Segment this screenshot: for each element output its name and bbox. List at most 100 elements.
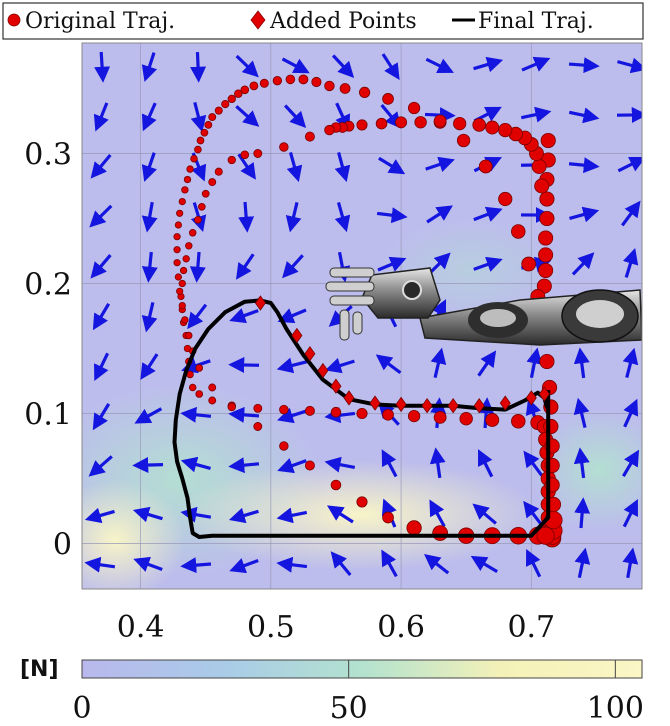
- x-tick-label: 0.6: [377, 610, 425, 645]
- field-arrow: [574, 497, 591, 529]
- original-traj-point: [324, 80, 335, 92]
- field-arrow: [523, 450, 544, 477]
- original-traj-point: [221, 100, 230, 109]
- original-traj-point: [214, 167, 223, 176]
- original-traj-point: [200, 128, 209, 137]
- original-traj-point: [201, 189, 210, 198]
- field-arrow: [381, 549, 398, 578]
- original-traj-point: [498, 191, 513, 207]
- original-traj-point: [279, 404, 289, 415]
- field-arrow: [92, 403, 111, 431]
- original-traj-point: [285, 74, 296, 85]
- original-traj-point: [382, 93, 394, 105]
- original-traj-point: [414, 116, 427, 129]
- field-arrow: [622, 499, 638, 528]
- original-traj-point: [330, 406, 342, 418]
- added-point: [499, 395, 511, 411]
- field-arrow: [473, 256, 503, 272]
- original-traj-point: [539, 210, 555, 227]
- field-arrow: [568, 107, 600, 124]
- original-traj-point: [188, 229, 197, 237]
- field-arrow: [523, 500, 544, 527]
- field-arrow: [228, 406, 260, 423]
- original-traj-point: [539, 191, 555, 207]
- added-point: [291, 327, 303, 344]
- field-arrow: [381, 53, 400, 80]
- original-traj-point: [324, 124, 335, 136]
- added-point: [538, 386, 550, 402]
- final-traj-line: [172, 298, 551, 539]
- original-traj-point: [208, 383, 217, 392]
- original-traj-point: [196, 136, 205, 145]
- field-arrow: [276, 357, 307, 374]
- original-traj-point: [227, 94, 236, 104]
- original-traj-point: [498, 123, 513, 138]
- original-traj-point: [179, 266, 188, 275]
- original-traj-point: [182, 255, 190, 263]
- field-arrow: [430, 347, 447, 379]
- field-arrow: [93, 102, 109, 132]
- original-traj-point: [185, 242, 193, 250]
- field-arrow: [622, 547, 639, 579]
- field-arrow: [381, 449, 398, 478]
- original-traj-point: [181, 186, 189, 194]
- field-arrow: [617, 57, 642, 74]
- field-arrow: [472, 503, 497, 525]
- added-point: [343, 390, 355, 406]
- original-traj-point: [253, 422, 263, 431]
- field-arrow: [334, 152, 351, 183]
- field-arrow: [180, 406, 212, 423]
- original-traj-point: [472, 118, 487, 132]
- field-arrow: [617, 157, 642, 173]
- original-traj-point: [208, 178, 217, 187]
- field-arrow: [141, 301, 158, 333]
- field-arrow: [180, 456, 211, 473]
- field-heat-region: [180, 460, 540, 570]
- original-traj-point: [538, 230, 554, 246]
- field-arrow: [568, 57, 600, 74]
- field-arrow: [520, 106, 552, 123]
- plot-frame: [81, 42, 643, 590]
- field-arrow: [84, 556, 116, 573]
- y-tick-label: 0.2: [24, 268, 72, 303]
- field-arrow: [276, 556, 308, 573]
- original-traj-point: [311, 76, 322, 88]
- colorbar-tick-label: 0: [72, 691, 91, 726]
- legend-marker-added: [250, 10, 266, 30]
- original-traj-point: [540, 132, 556, 149]
- field-arrow: [132, 506, 163, 523]
- original-traj-point: [174, 221, 182, 229]
- field-heat-region: [82, 480, 185, 589]
- original-traj-point: [208, 113, 217, 122]
- field-arrow: [425, 156, 455, 173]
- field-arrow: [228, 356, 260, 373]
- field-arrow: [426, 205, 453, 224]
- y-tick-label: 0: [53, 528, 72, 563]
- field-arrow: [327, 505, 354, 524]
- colorbar-unit-label: [N]: [20, 657, 59, 682]
- field-arrow: [573, 347, 590, 379]
- original-traj-point: [227, 155, 236, 165]
- original-traj-point: [485, 413, 500, 427]
- field-arrow: [141, 251, 158, 283]
- original-traj-point: [406, 520, 422, 536]
- x-axis-ticks: 0.4 0.5 0.6 0.7: [117, 610, 555, 645]
- field-arrow: [620, 200, 641, 227]
- field-arrow: [141, 201, 158, 233]
- original-traj-point: [330, 479, 342, 491]
- field-arrow: [622, 247, 639, 278]
- legend-box: [2, 2, 644, 40]
- field-arrow: [94, 352, 110, 382]
- field-arrow: [622, 449, 640, 478]
- added-point: [473, 398, 485, 414]
- field-arrow: [277, 308, 307, 324]
- field-arrow: [286, 152, 303, 183]
- original-traj-point: [511, 414, 526, 429]
- field-arrow: [378, 156, 406, 175]
- original-traj-point: [214, 106, 223, 115]
- field-arrow: [235, 54, 259, 78]
- original-traj-point: [195, 364, 204, 372]
- original-traj-point: [359, 86, 371, 98]
- field-arrow: [141, 102, 157, 132]
- original-traj-point: [249, 81, 259, 91]
